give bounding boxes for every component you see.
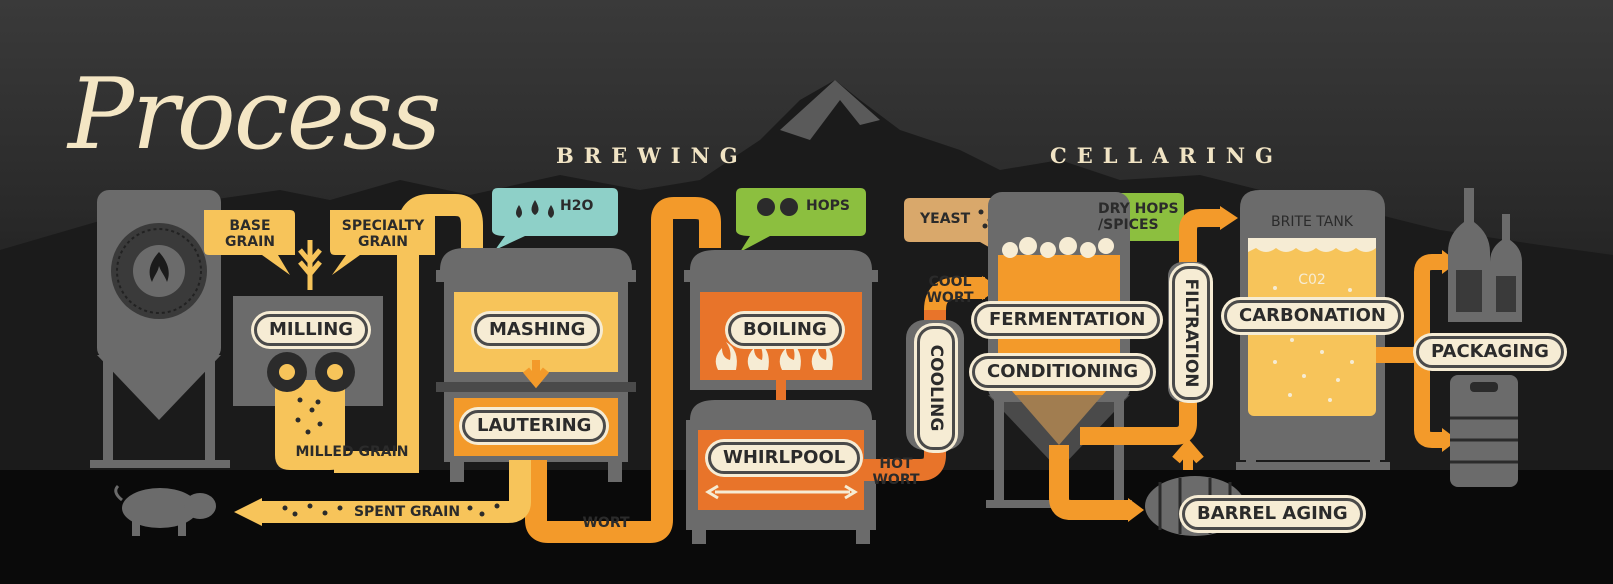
barrel-aging-pipe <box>1049 445 1130 520</box>
step-cooling-text: COOLING <box>926 344 946 432</box>
yeast-label: YEAST <box>920 211 971 227</box>
bottles-icon <box>1448 188 1522 322</box>
pig-icon <box>114 484 216 536</box>
hot-wort-pipe <box>864 310 946 481</box>
specialty-grain-bubble <box>330 210 435 275</box>
step-cooling: COOLING <box>917 326 955 450</box>
step-conditioning: CONDITIONING <box>972 356 1154 388</box>
mash-tun-icon <box>436 248 636 482</box>
hot-wort-label: HOT WORT <box>872 456 920 488</box>
step-filtration-text: FILTRATION <box>1181 278 1201 388</box>
page-title: Process <box>68 58 441 172</box>
wort-pipe <box>525 197 721 543</box>
cool-wort-pipe <box>924 277 985 311</box>
base-grain-bubble <box>204 210 295 275</box>
spent-grain-label: SPENT GRAIN <box>353 504 461 520</box>
section-cellaring: CELLARING <box>1050 143 1283 168</box>
hops-label: HOPS <box>806 198 850 214</box>
h2o-label: H2O <box>560 198 594 214</box>
water-drops-icon <box>516 200 554 218</box>
elevation-logo-icon <box>111 223 207 319</box>
milled-grain-pipe <box>334 232 419 473</box>
base-grain-label: BASE GRAIN <box>224 218 276 250</box>
section-brewing: BREWING <box>556 143 748 168</box>
step-carbonation: CARBONATION <box>1224 300 1401 332</box>
step-fermentation: FERMENTATION <box>974 304 1161 336</box>
step-boiling: BOILING <box>728 314 842 346</box>
keg-icon <box>1450 375 1518 487</box>
step-filtration: FILTRATION <box>1172 266 1210 400</box>
step-mashing: MASHING <box>474 314 601 346</box>
wort-label: WORT <box>582 515 630 531</box>
brite-tank-label: BRITE TANK <box>1270 214 1353 230</box>
step-lautering: LAUTERING <box>462 410 607 442</box>
step-whirlpool: WHIRLPOOL <box>708 442 861 474</box>
step-packaging: PACKAGING <box>1416 336 1564 368</box>
dry-hops-label: DRY HOPS /SPICES <box>1098 201 1179 233</box>
step-milling: MILLING <box>254 314 369 346</box>
cool-wort-label: COOL WORT <box>926 274 974 306</box>
flames-icon <box>715 342 833 370</box>
hop-cones-icon <box>757 198 798 216</box>
step-barrel-aging: BARREL AGING <box>1182 498 1363 530</box>
specialty-grain-label: SPECIALTY GRAIN <box>341 218 425 250</box>
spent-grain-pipe <box>262 460 531 523</box>
milled-grain-label: MILLED GRAIN <box>295 444 409 460</box>
h2o-bubble <box>492 188 618 250</box>
co2-label: C02 <box>1298 272 1326 288</box>
